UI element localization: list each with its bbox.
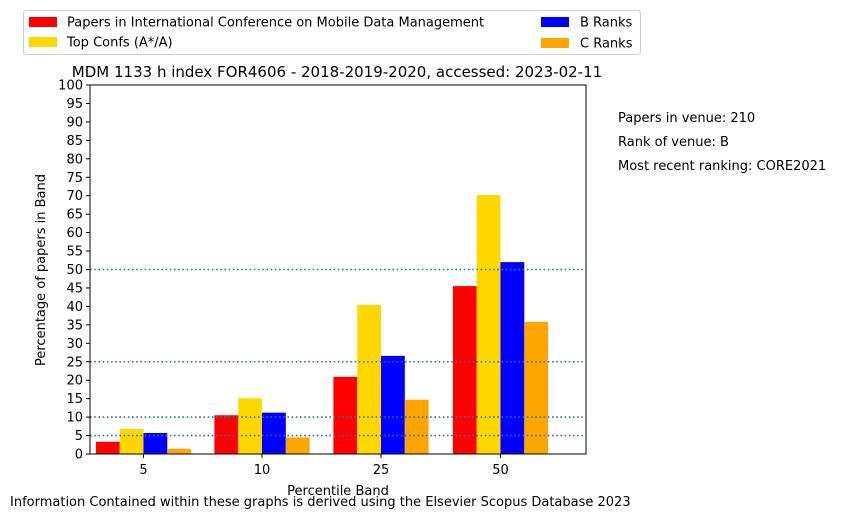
y-tick-label-45: 45: [66, 281, 83, 296]
bar-2-25: [357, 304, 381, 454]
bar-4-25: [404, 399, 429, 454]
bar-4-50: [524, 321, 549, 454]
y-tick-label-50: 50: [66, 263, 83, 278]
y-tick-label-10: 10: [66, 411, 83, 426]
venue-rank-note: Rank of venue: B: [618, 135, 729, 150]
source-footer: Information Contained within these graph…: [10, 495, 631, 510]
bar-3-25: [381, 355, 405, 454]
y-tick-label-15: 15: [66, 392, 83, 407]
y-tick-label-90: 90: [66, 115, 83, 130]
recent-ranking-note: Most recent ranking: CORE2021: [618, 159, 827, 174]
y-tick-label-70: 70: [66, 189, 83, 204]
bar-2-5: [119, 428, 144, 454]
legend-swatch-1: [29, 17, 57, 27]
x-tick-label-10: 10: [254, 463, 271, 478]
y-tick-label-25: 25: [66, 355, 83, 370]
bar-2-50: [476, 194, 501, 454]
y-tick-label-5: 5: [75, 429, 83, 444]
bar-2-10: [238, 398, 262, 454]
bar-3-5: [143, 432, 168, 454]
legend-label-4: C Ranks: [580, 37, 633, 52]
plot-area: 0 5 10 15 20 25 30 35 40 45 50 55 60 65 70 75 80 85 90 95 10…: [58, 79, 587, 478]
y-tick-label-65: 65: [66, 208, 83, 223]
y-tick-label-40: 40: [66, 300, 83, 315]
y-tick-label-55: 55: [66, 245, 83, 260]
x-axis-label: Percentile Band: [287, 484, 389, 499]
y-tick-label-60: 60: [66, 226, 83, 241]
bar-3-10: [262, 412, 286, 454]
y-tick-label-100: 100: [58, 79, 83, 94]
x-tick-label-50: 50: [492, 463, 509, 478]
legend-box: [23, 10, 641, 55]
papers-in-venue-note: Papers in venue: 210: [618, 111, 756, 126]
bar-1-10: [214, 415, 239, 454]
y-tick-label-30: 30: [66, 337, 83, 352]
bar-4-10: [285, 437, 310, 454]
bar-1-25: [333, 376, 358, 454]
y-tick-label-20: 20: [66, 374, 83, 389]
bar-3-50: [500, 262, 525, 454]
legend-swatch-2: [29, 37, 57, 47]
x-tick-label-5: 5: [139, 463, 147, 478]
legend-label-1: Papers in International Conference on Mo…: [67, 16, 484, 31]
y-tick-label-75: 75: [66, 171, 83, 186]
chart-title: MDM 1133 h index FOR4606 - 2018-2019-202…: [72, 63, 602, 81]
y-tick-label-80: 80: [66, 152, 83, 167]
x-tick-label-25: 25: [373, 463, 390, 478]
y-axis-label: Percentage of papers in Band: [34, 174, 49, 366]
legend-swatch-3: [541, 17, 569, 27]
legend: Papers in International Conference on Mo…: [23, 10, 641, 55]
y-tick-label-85: 85: [66, 134, 83, 149]
y-tick-label-0: 0: [75, 448, 83, 463]
legend-swatch-4: [541, 38, 569, 48]
bar-1-50: [452, 286, 477, 454]
y-tick-label-95: 95: [66, 97, 83, 112]
bar-4-5: [167, 448, 192, 454]
bar-1-5: [95, 441, 120, 454]
legend-label-3: B Ranks: [580, 16, 633, 31]
y-tick-label-35: 35: [66, 318, 83, 333]
legend-label-2: Top Confs (A*/A): [66, 36, 173, 51]
